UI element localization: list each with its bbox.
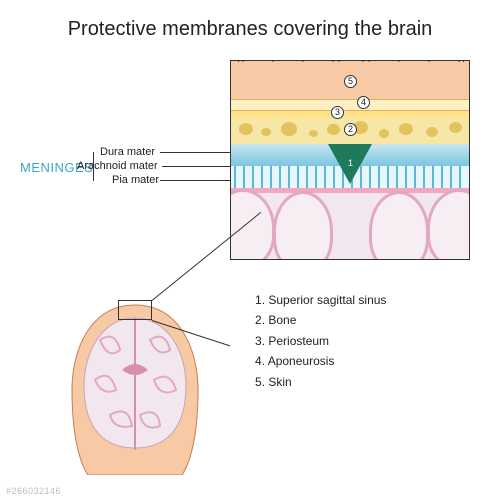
legend-row: 3. Periosteum [255, 331, 386, 351]
marker-3: 3 [331, 106, 344, 119]
label-pia: Pia mater [112, 174, 159, 186]
legend-row: 2. Bone [255, 310, 386, 330]
layer-cortex [231, 193, 469, 259]
marker-4: 4 [357, 96, 370, 109]
legend-row: 1. Superior sagittal sinus [255, 290, 386, 310]
label-dura: Dura mater [100, 146, 155, 158]
marker-2: 2 [344, 123, 357, 136]
detail-crosssection: 1 2 3 4 5 [230, 60, 470, 260]
head-icon [60, 300, 210, 475]
legend: 1. Superior sagittal sinus 2. Bone 3. Pe… [255, 290, 386, 392]
layer-aponeurosis [231, 99, 469, 111]
legend-row: 5. Skin [255, 372, 386, 392]
marker-5: 5 [344, 75, 357, 88]
watermark: #266032146 [6, 486, 61, 496]
head-overview [60, 300, 210, 475]
head-callout-box [118, 300, 152, 320]
marker-1: 1 [344, 157, 357, 170]
legend-row: 4. Aponeurosis [255, 351, 386, 371]
label-arachnoid: Arachnoid mater [77, 160, 158, 172]
page-title: Protective membranes covering the brain [0, 0, 500, 41]
layer-periosteum [231, 111, 469, 118]
